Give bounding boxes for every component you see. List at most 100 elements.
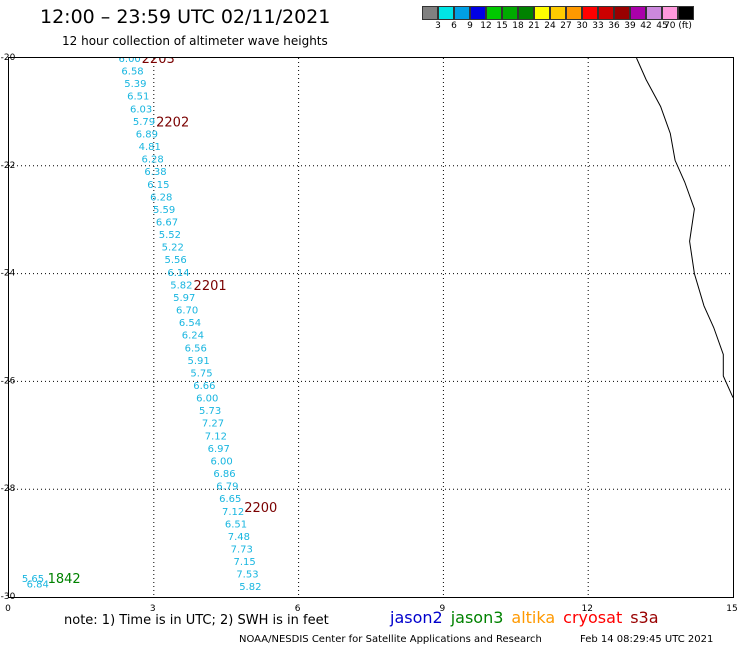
pass-time-label: 2203 bbox=[142, 58, 175, 67]
pass-time-label: 2202 bbox=[156, 115, 189, 130]
wave-height-value: 5.82 bbox=[170, 280, 192, 291]
wave-height-value: 4.81 bbox=[139, 142, 161, 153]
wave-height-value: 6.24 bbox=[182, 331, 204, 342]
satellite-legend-item: altika bbox=[511, 608, 556, 627]
color-scale-label: 70 (ft) bbox=[664, 21, 692, 31]
color-scale-label: 27 bbox=[560, 21, 572, 31]
color-scale-label: 24 bbox=[544, 21, 556, 31]
color-scale-label: 39 bbox=[624, 21, 636, 31]
pass-time-label: 2200 bbox=[244, 501, 277, 516]
color-swatch bbox=[454, 6, 470, 20]
wave-height-value: 6.58 bbox=[121, 67, 143, 78]
color-swatch bbox=[550, 6, 566, 20]
wave-height-value: 6.70 bbox=[176, 306, 198, 317]
wave-height-value: 6.28 bbox=[150, 192, 172, 203]
wave-height-value: 7.15 bbox=[233, 557, 255, 568]
wave-height-value: 5.75 bbox=[190, 368, 212, 379]
color-scale-label: 33 bbox=[592, 21, 604, 31]
wave-height-value: 5.82 bbox=[239, 582, 261, 593]
pass-time-label: 1842 bbox=[48, 572, 81, 587]
color-swatch bbox=[614, 6, 630, 20]
color-swatch bbox=[470, 6, 486, 20]
satellite-legend-item: jason2 bbox=[390, 608, 443, 627]
color-swatch bbox=[630, 6, 646, 20]
wave-height-value: 6.97 bbox=[208, 444, 230, 455]
wave-height-value: 6.38 bbox=[144, 167, 166, 178]
wave-height-value: 6.66 bbox=[193, 381, 215, 392]
x-tick-label: 0 bbox=[5, 604, 11, 614]
satellite-legend-item: jason3 bbox=[450, 608, 504, 627]
wave-height-value: 6.54 bbox=[179, 318, 201, 329]
color-scale-label: 21 bbox=[528, 21, 540, 31]
wave-height-value: 7.12 bbox=[222, 507, 244, 518]
wave-height-value: 7.48 bbox=[228, 532, 250, 543]
wave-height-value: 6.14 bbox=[167, 268, 189, 279]
wave-height-value: 5.59 bbox=[153, 205, 175, 216]
credit-line: NOAA/NESDIS Center for Satellite Applica… bbox=[239, 634, 542, 645]
pass-time-label: 2201 bbox=[194, 279, 227, 294]
color-scale-labels: 3 6 9 12 15 18 21 24 27 30 33 36 39 42 45 70 (ft) bbox=[422, 21, 740, 33]
wave-height-value: 5.91 bbox=[187, 356, 209, 367]
page-subtitle: 12 hour collection of altimeter wave hei… bbox=[62, 34, 328, 48]
map-svg: 6.006.585.396.516.035.796.894.816.286.38… bbox=[9, 52, 734, 597]
wave-height-value: 7.53 bbox=[236, 570, 258, 581]
color-scale-label: 9 bbox=[467, 21, 473, 31]
wave-height-value: 7.12 bbox=[205, 431, 227, 442]
color-scale-label: 15 bbox=[496, 21, 508, 31]
wave-height-value: 6.00 bbox=[119, 58, 141, 65]
wave-height-value: 6.51 bbox=[127, 92, 149, 103]
wave-height-value: 5.22 bbox=[162, 243, 184, 254]
satellite-legend-item: s3a bbox=[630, 608, 659, 627]
color-swatch bbox=[678, 6, 694, 20]
color-swatch bbox=[438, 6, 454, 20]
color-swatch bbox=[518, 6, 534, 20]
wave-height-value: 5.39 bbox=[124, 79, 146, 90]
map-plot: 6.00 6.58 5.39 6.51 6.03 5.79 6.89 4.81 6.28 6.38… bbox=[8, 52, 734, 598]
color-swatch bbox=[502, 6, 518, 20]
color-scale-label: 45 bbox=[656, 21, 668, 31]
wave-height-value: 5.56 bbox=[165, 255, 187, 266]
wave-height-value: 6.15 bbox=[147, 180, 169, 191]
wave-height-value: 6.51 bbox=[225, 519, 247, 530]
wave-height-value: 5.73 bbox=[199, 406, 221, 417]
color-swatch bbox=[534, 6, 550, 20]
color-swatch bbox=[646, 6, 662, 20]
units-note: note: 1) Time is in UTC; 2) SWH is in fe… bbox=[64, 613, 329, 628]
satellite-legend-item: cryosat bbox=[563, 608, 623, 627]
color-scale-label: 36 bbox=[608, 21, 620, 31]
color-scale-label: 3 bbox=[435, 21, 441, 31]
generated-timestamp: Feb 14 08:29:45 UTC 2021 bbox=[580, 634, 714, 645]
x-tick-label: 15 bbox=[726, 604, 737, 614]
color-scale-label: 30 bbox=[576, 21, 588, 31]
wave-height-value: 6.84 bbox=[27, 580, 49, 591]
color-swatch bbox=[662, 6, 678, 20]
wave-height-value: 6.03 bbox=[130, 104, 152, 115]
color-swatch bbox=[582, 6, 598, 20]
wave-height-value: 6.79 bbox=[216, 482, 238, 493]
color-swatch bbox=[422, 6, 438, 20]
satellite-legend: jason2 jason3 altika cryosat s3a bbox=[390, 608, 667, 627]
color-swatch bbox=[598, 6, 614, 20]
wave-height-value: 6.65 bbox=[219, 494, 241, 505]
color-scale bbox=[422, 6, 694, 20]
wave-height-value: 6.67 bbox=[156, 217, 178, 228]
page-title: 12:00 – 23:59 UTC 02/11/2021 bbox=[40, 6, 331, 28]
wave-height-value: 6.00 bbox=[196, 394, 218, 405]
wave-height-value: 7.27 bbox=[202, 419, 224, 430]
wave-height-value: 6.56 bbox=[185, 343, 207, 354]
color-swatch bbox=[486, 6, 502, 20]
color-scale-label: 6 bbox=[451, 21, 457, 31]
wave-height-value: 5.52 bbox=[159, 230, 181, 241]
wave-height-value: 5.97 bbox=[173, 293, 195, 304]
wave-height-value: 6.86 bbox=[213, 469, 235, 480]
coastline bbox=[636, 57, 734, 398]
color-scale-label: 12 bbox=[480, 21, 492, 31]
wave-height-value: 5.65 bbox=[22, 574, 44, 585]
wave-height-value: 7.73 bbox=[231, 544, 253, 555]
wave-height-value: 6.28 bbox=[142, 155, 164, 166]
color-scale-label: 18 bbox=[512, 21, 524, 31]
wave-height-value: 6.89 bbox=[136, 129, 158, 140]
wave-height-value: 6.00 bbox=[210, 456, 232, 467]
color-swatch bbox=[566, 6, 582, 20]
color-scale-label: 42 bbox=[640, 21, 652, 31]
